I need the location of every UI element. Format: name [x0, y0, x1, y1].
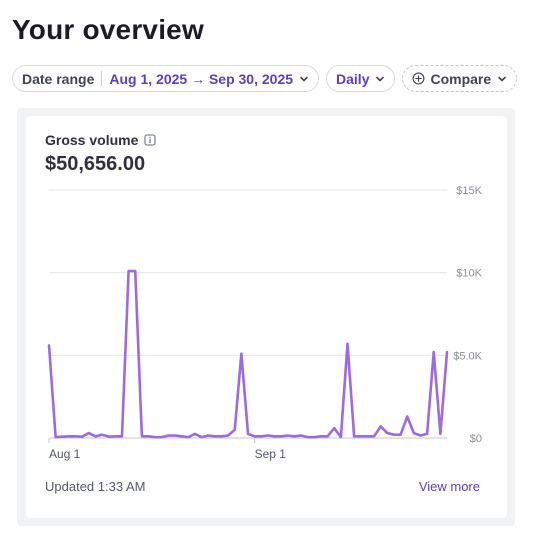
gross-volume-chart: $0 $5.0K $10K $15K Aug 1 Sep 1	[47, 185, 483, 461]
interval-value: Daily	[336, 70, 370, 87]
date-range-filter[interactable]: Date range Aug 1, 2025 → Sep 30, 2025	[12, 65, 320, 92]
y-tick-label: $10K	[456, 268, 482, 280]
filter-bar: Date range Aug 1, 2025 → Sep 30, 2025 Da…	[12, 65, 518, 92]
metric-value: $50,656.00	[45, 153, 146, 175]
view-more-link[interactable]: View more	[418, 479, 480, 494]
compare-button[interactable]: Compare	[402, 65, 518, 92]
y-tick-label: $0	[470, 433, 482, 445]
chevron-down-icon	[300, 76, 308, 81]
info-icon[interactable]	[144, 134, 156, 146]
date-range-divider	[101, 71, 103, 86]
chevron-down-icon	[498, 76, 506, 81]
metric-header: Gross volume	[45, 132, 156, 148]
y-tick-label: $15K	[456, 185, 482, 197]
y-tick-label: $5.0K	[453, 350, 482, 362]
updated-timestamp: Updated 1:33 AM	[45, 479, 146, 494]
date-range-label: Date range	[22, 70, 95, 87]
compare-label: Compare	[430, 70, 492, 87]
gross-volume-series-line	[47, 269, 449, 439]
page-title: Your overview	[12, 14, 204, 45]
metric-label: Gross volume	[45, 132, 139, 148]
chevron-down-icon	[376, 76, 385, 81]
x-tick-label: Sep 1	[255, 447, 287, 461]
gross-volume-card: Gross volume $50,656.00 $0 $5.0K $10K $15K A…	[26, 116, 507, 518]
interval-dropdown[interactable]: Daily	[326, 65, 396, 92]
plus-circle-icon	[413, 72, 425, 85]
x-tick-label: Aug 1	[49, 447, 81, 461]
date-range-value: Aug 1, 2025 → Sep 30, 2025	[109, 70, 294, 87]
